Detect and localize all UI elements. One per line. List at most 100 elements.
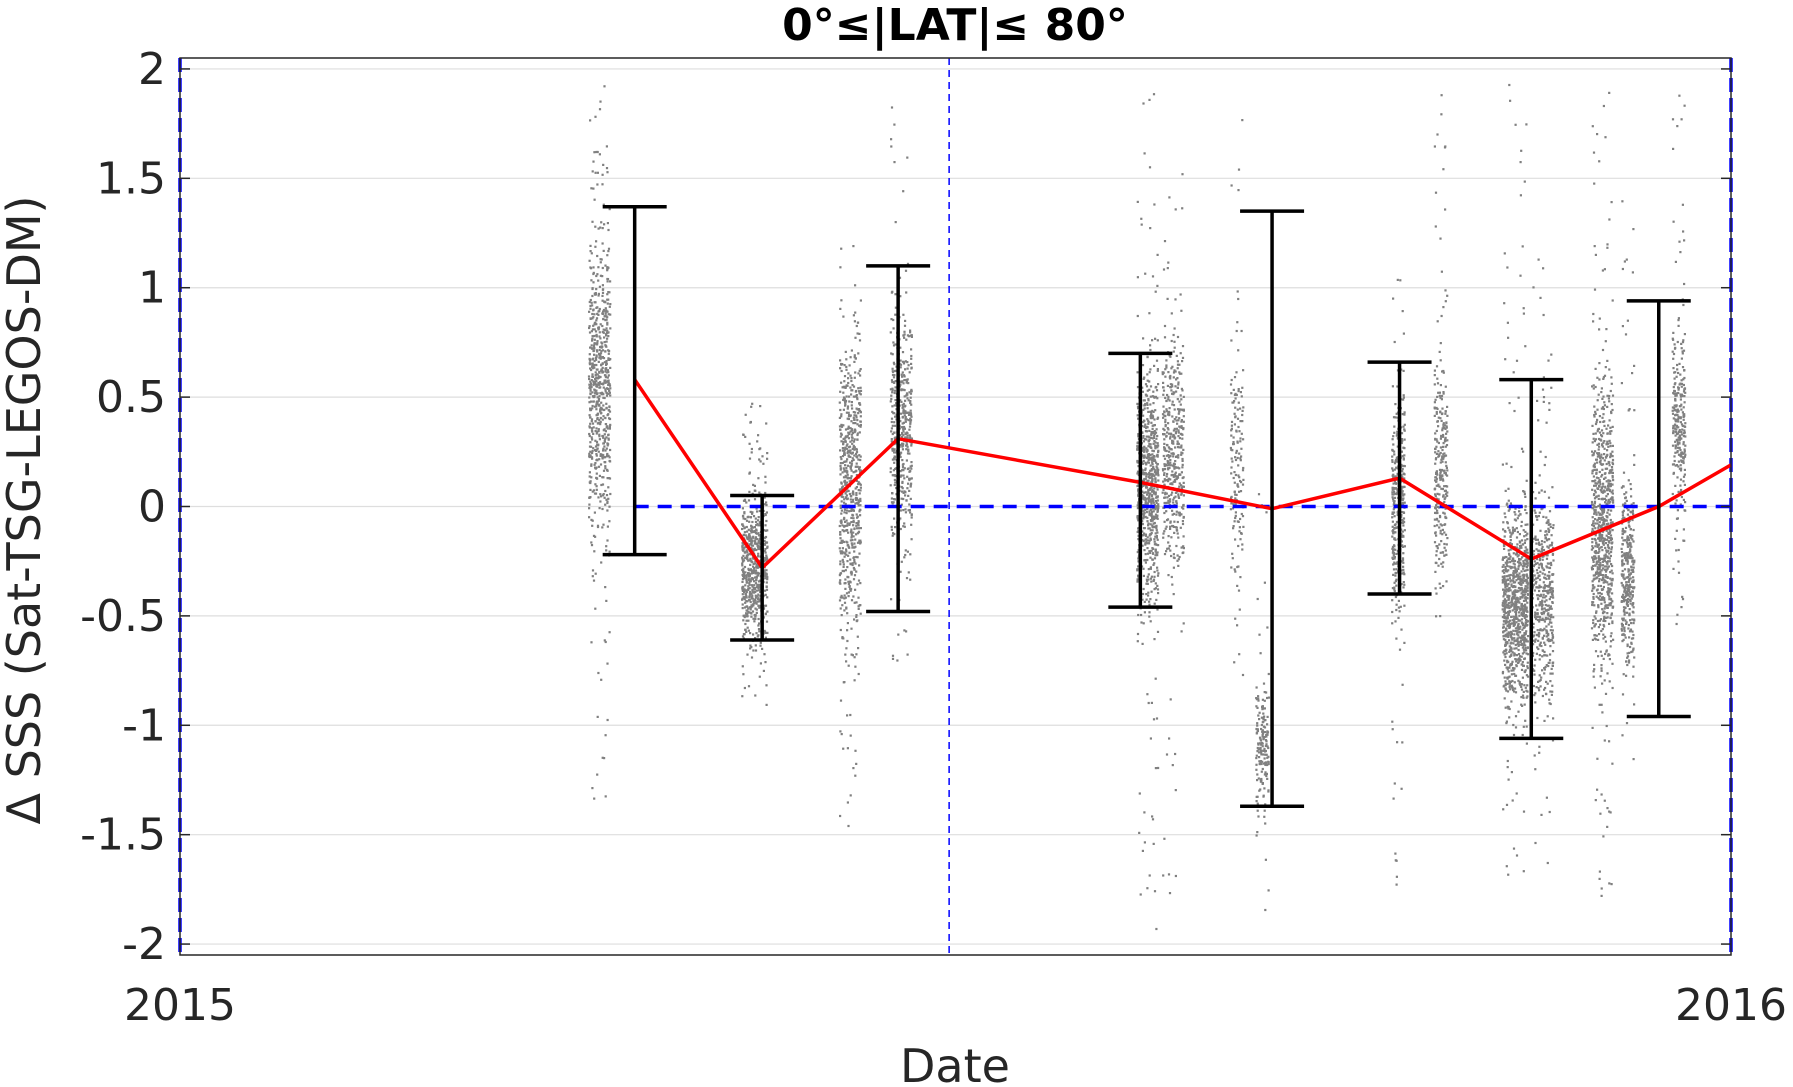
scatter-point: [766, 596, 769, 599]
scatter-point: [902, 374, 906, 377]
scatter-point: [1146, 582, 1149, 585]
scatter-point: [1167, 873, 1171, 876]
scatter-point: [1168, 414, 1171, 417]
scatter-point: [894, 293, 897, 296]
scatter-point: [741, 562, 744, 565]
scatter-point: [1167, 468, 1170, 471]
scatter-point: [596, 340, 599, 343]
scatter-point: [1441, 456, 1444, 459]
scatter-point: [1393, 782, 1396, 785]
scatter-point: [599, 416, 602, 420]
scatter-point: [906, 262, 910, 265]
scatter-point: [1165, 454, 1168, 457]
scatter-point: [843, 479, 847, 482]
scatter-point: [1235, 393, 1238, 396]
scatter-point: [1146, 580, 1149, 583]
scatter-point: [608, 427, 611, 430]
scatter-point: [1175, 500, 1178, 503]
scatter-point: [858, 604, 861, 607]
scatter-point: [602, 415, 605, 418]
scatter-point: [593, 449, 597, 452]
scatter-point: [1157, 544, 1160, 547]
scatter-point: [741, 556, 744, 559]
scatter-point: [1446, 485, 1449, 488]
scatter-point: [1517, 577, 1520, 580]
scatter-point: [1153, 575, 1156, 578]
scatter-point: [1437, 450, 1440, 453]
scatter-point: [1149, 529, 1152, 532]
scatter-point: [1136, 402, 1139, 405]
scatter-point: [1257, 815, 1260, 818]
scatter-point: [1152, 718, 1156, 721]
scatter-point: [594, 390, 597, 394]
scatter-point: [1167, 422, 1170, 425]
scatter-point: [1255, 795, 1258, 798]
scatter-point: [1153, 521, 1156, 525]
scatter-point: [766, 578, 769, 581]
scatter-point: [1141, 364, 1145, 367]
scatter-point: [751, 590, 754, 593]
scatter-point: [599, 412, 602, 415]
scatter-point: [851, 563, 854, 567]
scatter-point: [851, 428, 854, 431]
scatter-point: [858, 467, 861, 470]
scatter-point: [909, 477, 912, 480]
scatter-point: [1263, 815, 1266, 818]
scatter-point: [1145, 541, 1148, 544]
scatter-point: [598, 285, 601, 288]
scatter-point: [842, 681, 845, 684]
scatter-point: [1433, 407, 1436, 410]
scatter-point: [906, 653, 909, 656]
scatter-point: [903, 375, 906, 378]
scatter-point: [753, 484, 756, 487]
scatter-point: [605, 318, 608, 321]
scatter-point: [899, 383, 902, 386]
scatter-point: [894, 481, 897, 484]
scatter-point: [1402, 464, 1405, 467]
scatter-point: [1166, 297, 1169, 300]
scatter-point: [765, 501, 768, 504]
scatter-point: [901, 404, 904, 407]
scatter-point: [1433, 488, 1436, 491]
scatter-point: [899, 363, 903, 366]
scatter-point: [604, 312, 607, 315]
scatter-point: [747, 528, 750, 531]
scatter-point: [896, 659, 899, 662]
scatter-point: [853, 656, 856, 659]
scatter-point: [1444, 490, 1447, 493]
scatter-point: [852, 517, 855, 520]
scatter-point: [906, 452, 910, 455]
scatter-point: [749, 529, 752, 532]
scatter-point: [845, 411, 848, 414]
scatter-point: [1259, 778, 1262, 782]
scatter-point: [1156, 469, 1159, 472]
scatter-point: [1400, 441, 1403, 445]
scatter-point: [1165, 479, 1169, 482]
scatter-point: [763, 604, 766, 607]
scatter-point: [749, 516, 752, 519]
scatter-point: [599, 500, 602, 503]
scatter-point: [1391, 496, 1394, 499]
scatter-point: [1149, 498, 1152, 501]
scatter-point: [589, 496, 592, 499]
scatter-point: [1232, 401, 1235, 404]
scatter-point: [1439, 446, 1442, 449]
scatter-point: [1509, 630, 1513, 633]
scatter-point: [607, 357, 610, 360]
scatter-point: [1155, 552, 1158, 555]
scatter-point: [1240, 532, 1243, 535]
scatter-point: [1169, 383, 1172, 386]
scatter-point: [852, 471, 855, 474]
scatter-point: [1396, 511, 1399, 514]
scatter-point: [891, 405, 894, 408]
scatter-point: [1403, 501, 1406, 504]
scatter-point: [1239, 391, 1242, 394]
scatter-point: [588, 475, 591, 478]
scatter-point: [1154, 535, 1157, 538]
scatter-point: [1140, 613, 1143, 617]
scatter-point: [1436, 547, 1439, 550]
scatter-point: [1395, 412, 1398, 415]
scatter-point: [859, 403, 862, 406]
scatter-point: [1444, 385, 1447, 388]
scatter-point: [1255, 727, 1258, 731]
